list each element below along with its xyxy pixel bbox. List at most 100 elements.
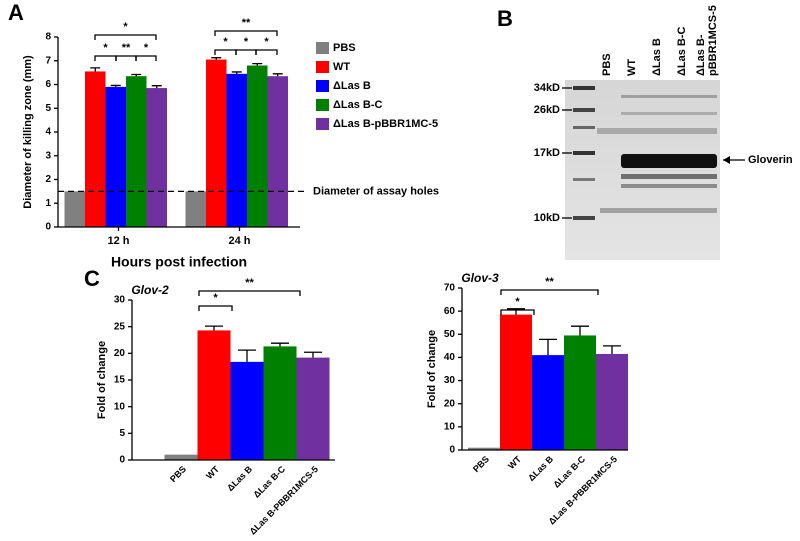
significance-bracket (235, 49, 257, 55)
lane-label: PBS (601, 53, 613, 76)
significance-bracket (94, 34, 157, 40)
significance-label: * (264, 36, 269, 48)
y-tick-label: 10 (444, 421, 456, 432)
y-tick-label: 2 (45, 174, 51, 185)
bar (468, 447, 500, 450)
significance-bracket (255, 49, 278, 55)
y-tick-label: 7 (45, 55, 51, 66)
x-tick-label: PBS (471, 454, 491, 474)
gel-band (573, 86, 595, 90)
x-tick-label: WT (506, 454, 523, 471)
significance-bracket (500, 289, 599, 295)
legend-label: WT (333, 61, 350, 73)
y-tick-label: 50 (444, 329, 456, 340)
bar (64, 191, 85, 227)
significance-label: * (103, 42, 108, 54)
x-tick-label: PBS (168, 464, 188, 484)
error-bar (271, 342, 289, 347)
x-tick-label: ΔLas B-PBBR1MCS-5 (248, 464, 320, 536)
y-tick-label: 15 (114, 375, 126, 386)
x-tick-label: 24 h (228, 235, 250, 247)
significance-label: ** (122, 42, 131, 54)
error-bar (571, 325, 589, 336)
band-label: Gloverin (748, 154, 793, 166)
y-tick-label: 4 (45, 127, 51, 138)
bar (146, 88, 167, 227)
significance-label: * (515, 296, 520, 308)
significance-label: * (213, 292, 218, 304)
significance-label: * (123, 21, 128, 33)
bar (263, 346, 297, 460)
error-bar (211, 57, 222, 60)
gloverin-band (621, 154, 717, 168)
panel-label: A (8, 0, 24, 25)
error-bar (304, 351, 322, 358)
gel-band (573, 126, 595, 129)
significance-bracket (198, 290, 301, 296)
significance-label: * (223, 36, 228, 48)
bar (206, 59, 227, 227)
bar (164, 454, 198, 460)
y-tick-label: 0 (119, 455, 125, 466)
legend-swatch (316, 99, 329, 111)
y-tick-label: 20 (444, 398, 456, 409)
error-bar (238, 349, 256, 362)
y-axis-label: Diameter of killing zone (mm) (22, 55, 34, 209)
gel-band (597, 128, 717, 134)
significance-bracket (214, 49, 237, 55)
error-bar (90, 67, 101, 72)
y-tick-label: 0 (45, 222, 51, 233)
bar (296, 357, 330, 460)
x-tick-label: ΔLas B (225, 464, 254, 493)
gel-band (573, 216, 595, 220)
legend-label: ΔLas B-pBBR1MC-5 (333, 118, 438, 130)
marker-label: 26kD (534, 104, 560, 116)
x-tick-label: ΔLas B (526, 454, 555, 483)
lane-label: WT (626, 59, 638, 76)
gel-band (621, 112, 717, 115)
reference-label: Diameter of assay holes (313, 185, 439, 197)
bar (532, 355, 564, 450)
bar (247, 65, 268, 227)
gel-band (573, 151, 595, 155)
lane-label: ΔLas B-C (676, 26, 688, 76)
error-bar (603, 345, 621, 354)
gel-band (600, 208, 717, 213)
y-tick-label: 20 (114, 348, 126, 359)
y-tick-label: 8 (45, 32, 51, 43)
legend-swatch (316, 61, 329, 73)
bar (185, 191, 206, 227)
error-bar (539, 338, 557, 356)
error-bar (151, 85, 162, 89)
significance-label: * (244, 36, 249, 48)
legend-swatch (316, 118, 329, 130)
significance-label: * (144, 42, 149, 54)
error-bar (252, 62, 263, 66)
y-tick-label: 30 (444, 375, 456, 386)
gel-band (621, 95, 717, 98)
panel-label: B (497, 6, 513, 31)
error-bar (110, 84, 121, 87)
error-bar (205, 325, 223, 331)
bar (197, 330, 231, 460)
y-tick-label: 5 (119, 428, 125, 439)
gel-band (573, 108, 595, 112)
marker-label: 10kD (534, 212, 560, 224)
bar (564, 335, 596, 450)
bar (226, 73, 247, 227)
bar (500, 314, 532, 450)
bar (596, 353, 628, 450)
significance-bracket (214, 30, 278, 36)
bar (267, 76, 288, 227)
error-bar (272, 73, 283, 77)
bar (126, 76, 147, 227)
marker-label: 34kD (534, 82, 560, 94)
significance-bracket (198, 305, 233, 311)
significance-label: ** (245, 277, 254, 289)
bar (85, 71, 106, 227)
significance-label: ** (242, 17, 251, 29)
y-tick-label: 3 (45, 150, 51, 161)
y-tick-label: 0 (449, 445, 455, 456)
y-tick-label: 30 (114, 295, 126, 306)
